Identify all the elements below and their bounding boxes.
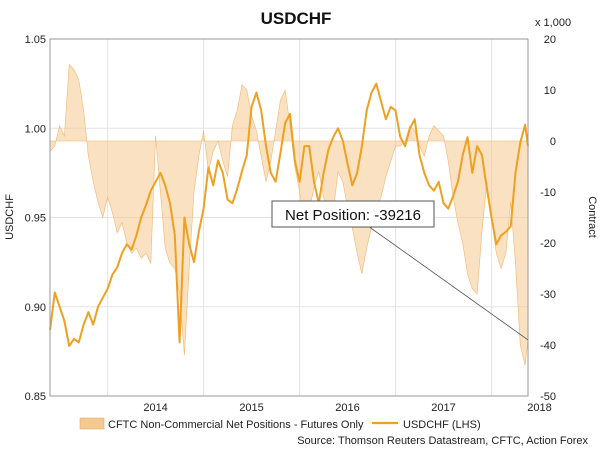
x-tick-label: 2016 bbox=[335, 402, 359, 414]
usdchf-line bbox=[49, 82, 529, 347]
right-tick-label: 0 bbox=[550, 136, 556, 148]
callout-text: Net Position: -39216 bbox=[285, 207, 421, 224]
right-tick-label: -30 bbox=[540, 289, 556, 301]
right-tick-label: -40 bbox=[540, 340, 556, 352]
x-tick-label: 2015 bbox=[239, 402, 263, 414]
right-tick-label: -20 bbox=[540, 238, 556, 250]
right-tick-label: -50 bbox=[540, 391, 556, 403]
x-tick-label: 2014 bbox=[143, 402, 167, 414]
left-tick-label: 0.90 bbox=[25, 302, 46, 314]
right-axis-ticks: -50 -40 -30 -20 -10 0 10 20 bbox=[540, 34, 556, 403]
chart-title: USDCHF bbox=[261, 9, 332, 28]
legend-label-usdchf: USDCHF (LHS) bbox=[403, 419, 481, 431]
right-tick-label: 20 bbox=[544, 34, 556, 46]
x-axis-ticks: 2014 2015 2016 2017 2018 bbox=[143, 402, 551, 414]
legend: CFTC Non-Commercial Net Positions - Futu… bbox=[79, 417, 481, 431]
right-axis-unit: x 1,000 bbox=[535, 17, 571, 29]
left-tick-label: 0.95 bbox=[25, 213, 46, 225]
legend-label-net-positions: CFTC Non-Commercial Net Positions - Futu… bbox=[108, 419, 364, 431]
left-tick-label: 1.00 bbox=[25, 123, 46, 135]
left-axis-ticks: 0.85 0.90 0.95 1.00 1.05 bbox=[25, 34, 46, 403]
right-tick-label: 10 bbox=[544, 85, 556, 97]
left-tick-label: 0.85 bbox=[25, 391, 46, 403]
annotation: Net Position: -39216 bbox=[271, 200, 529, 341]
right-axis-title: Contract bbox=[586, 196, 598, 238]
legend-swatch-net-positions bbox=[79, 417, 105, 430]
callout-leader-line bbox=[367, 225, 529, 341]
left-tick-label: 1.05 bbox=[25, 34, 46, 46]
x-tick-label: 2017 bbox=[431, 402, 455, 414]
x-tick-label: 2018 bbox=[527, 402, 551, 414]
left-axis-title: USDCHF bbox=[4, 194, 16, 240]
callout-box bbox=[271, 200, 435, 228]
usdchf-line-layer bbox=[49, 82, 529, 347]
right-tick-label: -10 bbox=[540, 187, 556, 199]
source-note: Source: Thomson Reuters Datastream, CFTC… bbox=[297, 435, 588, 447]
plot-frame bbox=[49, 38, 529, 397]
